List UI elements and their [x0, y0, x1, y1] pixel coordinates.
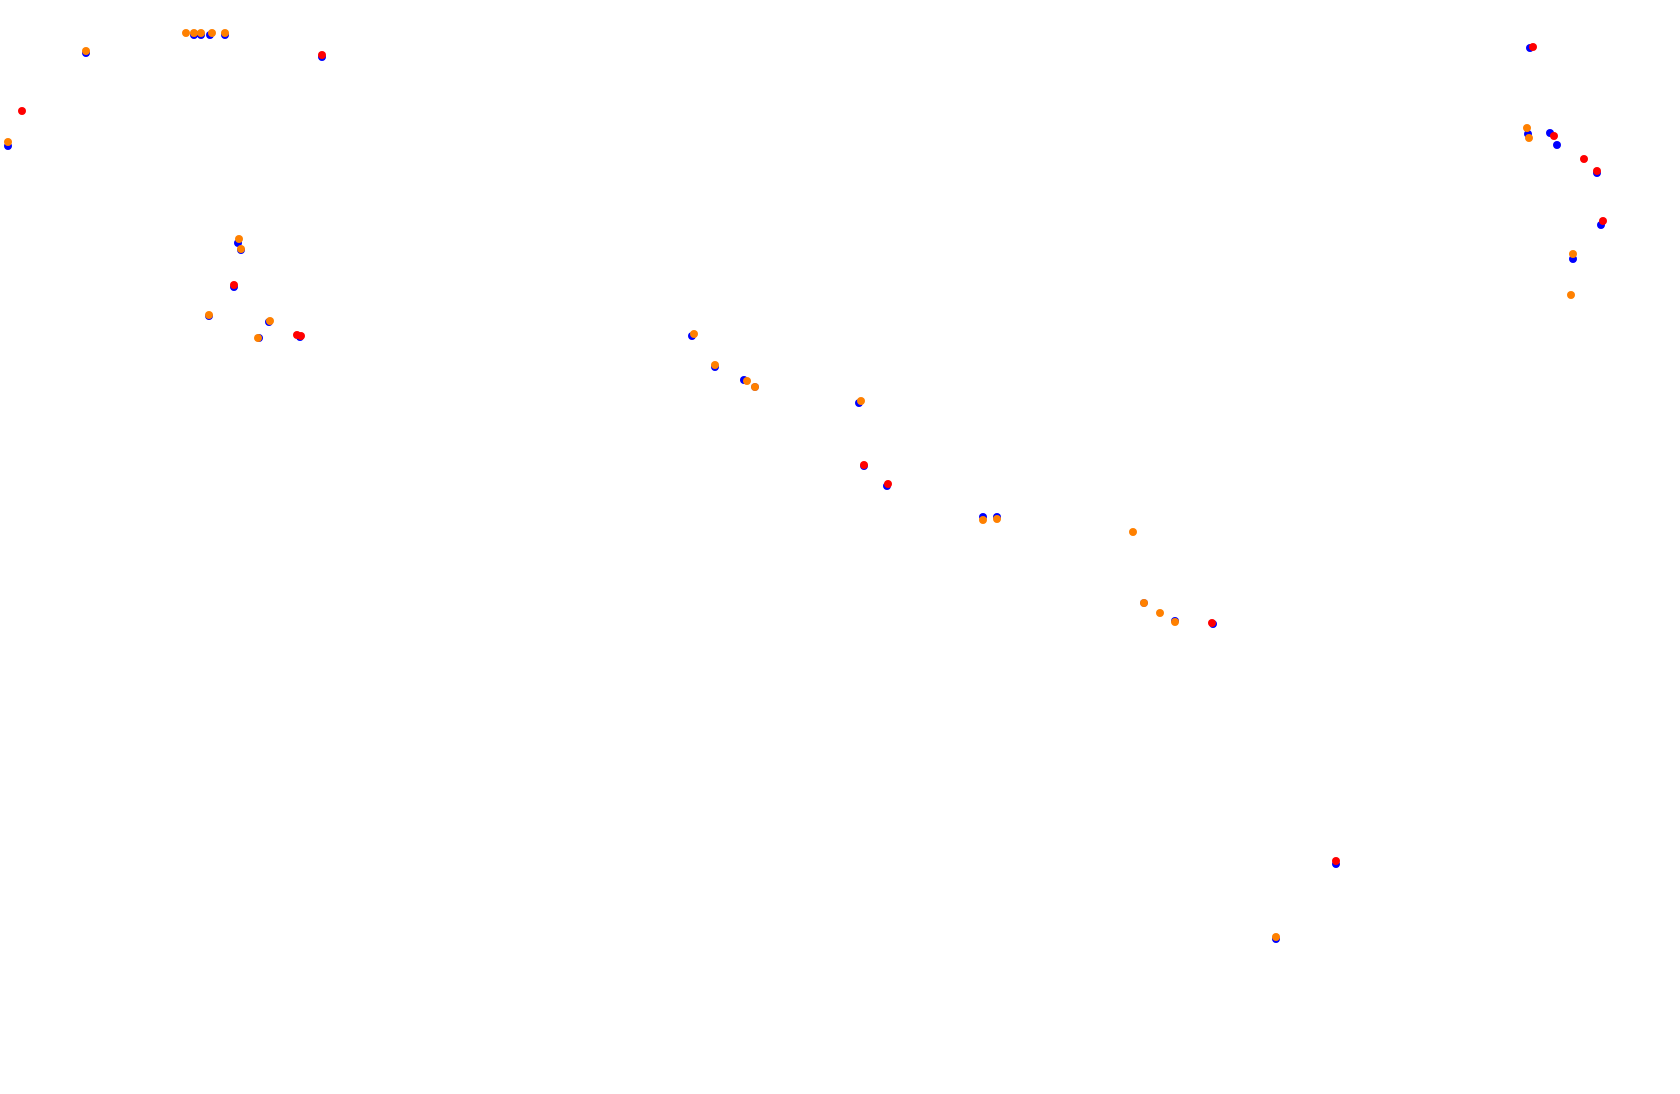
data-point: [1523, 124, 1531, 132]
series-2: [4, 29, 1577, 941]
series-1: [18, 43, 1607, 865]
data-point: [1332, 857, 1340, 865]
data-point: [1156, 609, 1164, 617]
data-point: [743, 377, 751, 385]
data-point: [1569, 250, 1577, 258]
data-point: [4, 138, 12, 146]
data-point: [197, 29, 205, 37]
data-point: [205, 311, 213, 319]
data-point: [1171, 618, 1179, 626]
data-point: [221, 29, 229, 37]
data-point: [1553, 141, 1561, 149]
data-point: [1599, 217, 1607, 225]
data-point: [254, 334, 262, 342]
data-point: [266, 317, 274, 325]
data-point: [318, 51, 326, 59]
data-point: [884, 480, 892, 488]
data-point: [82, 47, 90, 55]
data-point: [297, 332, 305, 340]
data-point: [711, 361, 719, 369]
data-point: [1140, 599, 1148, 607]
data-point: [208, 29, 216, 37]
data-point: [1525, 134, 1533, 142]
data-point: [857, 397, 865, 405]
data-point: [237, 245, 245, 253]
data-point: [1567, 291, 1575, 299]
data-point: [1208, 619, 1216, 627]
data-point: [1593, 167, 1601, 175]
data-point: [182, 29, 190, 37]
data-point: [1272, 933, 1280, 941]
data-point: [1580, 155, 1588, 163]
data-point: [230, 281, 238, 289]
data-points: [4, 29, 1607, 943]
data-point: [690, 330, 698, 338]
data-point: [18, 107, 26, 115]
data-point: [751, 383, 759, 391]
data-point: [979, 516, 987, 524]
data-point: [1529, 43, 1537, 51]
data-point: [235, 235, 243, 243]
data-point: [860, 461, 868, 469]
data-point: [1550, 132, 1558, 140]
data-point: [993, 515, 1001, 523]
data-point: [190, 29, 198, 37]
data-point: [1129, 528, 1137, 536]
